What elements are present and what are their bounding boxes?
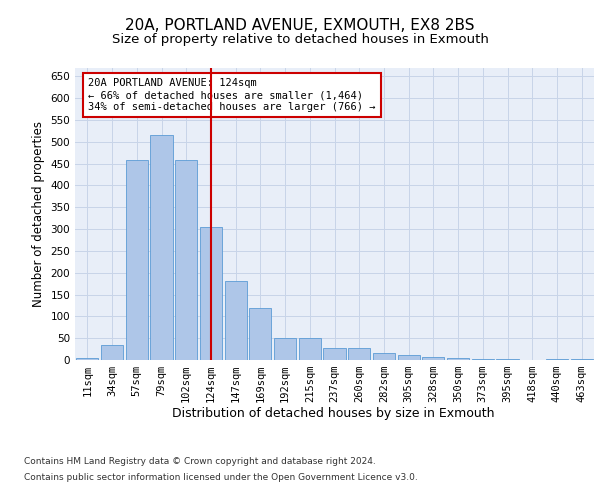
Bar	[546, 359, 568, 360]
Bar	[175, 160, 197, 360]
Y-axis label: Number of detached properties: Number of detached properties	[32, 120, 45, 306]
Bar	[373, 352, 395, 360]
Bar	[151, 135, 173, 360]
Bar	[224, 281, 247, 360]
Bar	[76, 358, 98, 360]
Bar	[200, 227, 222, 360]
Bar	[249, 308, 271, 360]
Text: Size of property relative to detached houses in Exmouth: Size of property relative to detached ho…	[112, 32, 488, 46]
Bar	[472, 358, 494, 360]
Bar	[299, 338, 321, 360]
Bar	[101, 344, 123, 360]
Text: 20A, PORTLAND AVENUE, EXMOUTH, EX8 2BS: 20A, PORTLAND AVENUE, EXMOUTH, EX8 2BS	[125, 18, 475, 34]
Bar	[422, 356, 445, 360]
Bar	[323, 348, 346, 360]
Bar	[274, 338, 296, 360]
Bar	[125, 160, 148, 360]
Bar	[496, 359, 518, 360]
Bar	[348, 348, 370, 360]
Text: Contains public sector information licensed under the Open Government Licence v3: Contains public sector information licen…	[24, 472, 418, 482]
Bar	[447, 358, 469, 360]
Bar	[571, 359, 593, 360]
Text: Contains HM Land Registry data © Crown copyright and database right 2024.: Contains HM Land Registry data © Crown c…	[24, 458, 376, 466]
Text: Distribution of detached houses by size in Exmouth: Distribution of detached houses by size …	[172, 408, 494, 420]
Text: 20A PORTLAND AVENUE: 124sqm
← 66% of detached houses are smaller (1,464)
34% of : 20A PORTLAND AVENUE: 124sqm ← 66% of det…	[88, 78, 376, 112]
Bar	[398, 355, 420, 360]
